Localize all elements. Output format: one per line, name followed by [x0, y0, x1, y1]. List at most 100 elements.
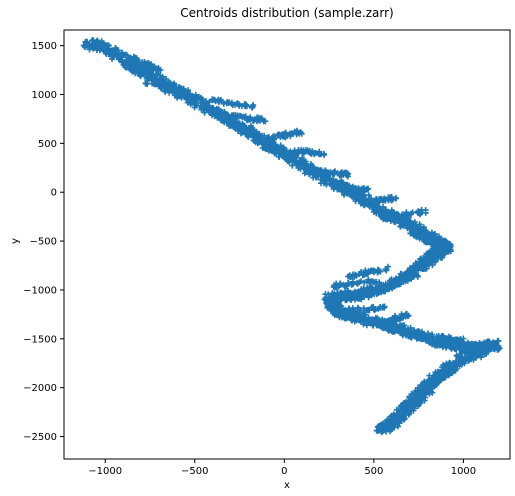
data-point [140, 67, 147, 74]
data-point [310, 174, 317, 181]
data-point [192, 96, 199, 103]
y-tick-label: 1500 [32, 41, 57, 52]
data-point [250, 118, 257, 124]
data-point [305, 149, 312, 155]
data-point [353, 272, 360, 279]
data-point [170, 82, 177, 89]
y-tick-label: 500 [38, 139, 57, 150]
data-point [416, 210, 423, 217]
data-point [254, 140, 261, 147]
data-point [446, 240, 453, 247]
data-point [465, 356, 472, 363]
data-point [103, 44, 110, 51]
data-point [460, 341, 467, 348]
data-point [231, 114, 238, 121]
x-tick-label: −500 [181, 466, 208, 477]
data-point [483, 350, 489, 357]
y-tick-label: 1000 [32, 90, 57, 101]
data-point [336, 186, 342, 193]
data-point [361, 187, 368, 194]
data-point [135, 66, 142, 73]
data-point [345, 312, 352, 319]
data-point [215, 97, 222, 104]
data-point [433, 333, 440, 340]
data-point [379, 421, 386, 428]
data-point [223, 114, 230, 121]
data-point [408, 328, 415, 335]
data-point [258, 139, 265, 146]
data-point [388, 197, 395, 204]
data-point [376, 279, 383, 286]
data-point [380, 284, 387, 291]
data-point [413, 226, 420, 232]
data-point [393, 314, 400, 321]
data-point [440, 334, 447, 341]
data-point [410, 271, 417, 278]
data-point [395, 277, 402, 284]
data-point [399, 312, 406, 319]
data-point [377, 424, 383, 431]
data-point [148, 61, 155, 68]
data-point [373, 289, 380, 296]
data-point [427, 238, 433, 245]
data-point [397, 270, 404, 277]
data-point [363, 200, 370, 207]
data-point [302, 164, 309, 171]
data-point [375, 284, 382, 291]
data-point [98, 41, 105, 47]
y-tick-label: 0 [51, 188, 57, 199]
data-point [366, 289, 373, 296]
data-point [359, 314, 366, 321]
data-point [350, 314, 357, 321]
data-point [270, 144, 277, 151]
data-point [364, 270, 370, 277]
data-point [271, 135, 278, 142]
data-point [453, 359, 460, 366]
data-point [394, 212, 401, 219]
data-point [185, 87, 192, 94]
data-point [357, 200, 364, 207]
data-point [284, 132, 291, 139]
data-point [399, 274, 406, 281]
data-point [342, 169, 349, 176]
data-point [153, 71, 159, 78]
data-point [380, 214, 387, 221]
data-point [431, 375, 437, 382]
data-point [384, 283, 391, 290]
data-point [407, 265, 414, 271]
data-point [259, 145, 266, 151]
data-point [228, 101, 235, 107]
data-point [283, 147, 290, 154]
data-point [234, 100, 241, 107]
data-point [189, 99, 196, 106]
data-point [476, 350, 483, 357]
data-point [322, 167, 329, 174]
x-tick-label: 0 [281, 466, 287, 477]
data-point [210, 105, 217, 111]
data-point [470, 344, 477, 351]
data-point [420, 380, 427, 387]
y-axis-label: y [10, 238, 21, 244]
data-point [457, 352, 464, 359]
data-point [385, 317, 392, 324]
data-point [275, 153, 282, 160]
data-point [400, 402, 407, 409]
data-point [432, 246, 439, 253]
data-point [349, 305, 356, 312]
data-point [409, 405, 416, 412]
data-point [371, 268, 378, 275]
data-point [413, 265, 420, 272]
data-point [430, 237, 437, 244]
data-point [471, 341, 478, 348]
data-point [110, 53, 117, 59]
data-point [291, 128, 298, 135]
data-point [425, 377, 432, 384]
data-point [397, 322, 404, 329]
data-point [366, 278, 373, 285]
chart-title: Centroids distribution (sample.zarr) [180, 6, 393, 20]
data-point [399, 211, 406, 218]
data-point [384, 212, 391, 219]
data-point [419, 386, 426, 393]
data-point [209, 96, 216, 103]
